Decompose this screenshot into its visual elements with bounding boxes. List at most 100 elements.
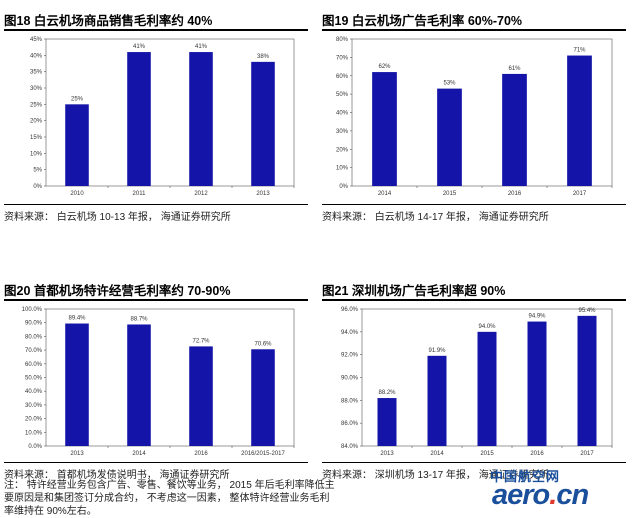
x-tick-label: 2016/2015-2017 <box>241 451 285 457</box>
bar <box>189 346 213 446</box>
title-rule <box>322 29 626 31</box>
y-tick-label: 20% <box>336 147 349 153</box>
y-tick-label: 50% <box>336 92 349 98</box>
data-label: 70.6% <box>254 341 272 347</box>
chart-source: 资料来源： 首都机场发债说明书， 海通证券研究所 <box>4 470 230 481</box>
chart-source: 资料来源： 深圳机场 13-17 年报， 海通证券研究所 <box>322 470 549 481</box>
bar <box>527 321 547 446</box>
y-tick-label: 30.0% <box>25 403 43 409</box>
data-label: 53% <box>443 81 456 87</box>
y-tick-label: 0% <box>33 184 42 190</box>
bar <box>65 104 89 186</box>
watermark-en-text: aero.cn <box>492 479 589 512</box>
y-tick-label: 60% <box>336 74 349 80</box>
data-label: 88.7% <box>130 316 148 322</box>
bar <box>127 324 151 446</box>
bar <box>577 315 597 446</box>
title-rule <box>4 29 308 31</box>
title-rule <box>322 299 626 301</box>
x-tick-label: 2014 <box>378 191 392 197</box>
y-tick-label: 80% <box>336 37 349 43</box>
bar-chart-fig21: 84.0% 86.0% 88.0% 90.0% 92.0% 94.0% 96.0% 88.2%… <box>341 307 613 457</box>
y-tick-label: 80.0% <box>25 334 43 340</box>
bottom-rule <box>4 204 308 205</box>
bar <box>372 72 397 186</box>
chart-title: 图21 深圳机场广告毛利率超 90% <box>322 284 506 298</box>
y-tick-label: 15% <box>30 135 43 141</box>
x-tick-label: 2012 <box>194 191 208 197</box>
panel-fig20: 图20 首都机场特许经营毛利率约 70-90% 0.0% 10.0% 20.0% 30… <box>4 280 335 517</box>
panel-fig19: 图19 白云机场广告毛利率 60%-70% 0% 10% 20% 30% 40% 50% 6… <box>322 10 626 230</box>
data-label: 61% <box>508 66 521 72</box>
x-tick-label: 2015 <box>443 191 457 197</box>
data-label: 72.7% <box>192 338 210 344</box>
bar <box>567 55 592 186</box>
panel-fig18: 图18 白云机场商品销售毛利率约 40% 0% 5% 10% 15% 20% 25% 30%… <box>4 10 308 230</box>
bottom-rule <box>4 462 308 463</box>
x-tick-label: 2013 <box>256 191 270 197</box>
chart-title: 图19 白云机场广告毛利率 60%-70% <box>322 14 523 28</box>
bar <box>477 331 497 446</box>
bottom-rule <box>322 462 626 463</box>
data-label: 38% <box>257 54 270 60</box>
bar <box>502 73 527 186</box>
chart-source: 资料来源： 白云机场 10-13 年报， 海通证券研究所 <box>4 212 231 223</box>
bar-chart-fig20: 0.0% 10.0% 20.0% 30.0% 40.0% 50.0% 60.0% 70.0% 8… <box>22 307 295 457</box>
x-tick-label: 2017 <box>573 191 587 197</box>
y-tick-label: 70% <box>336 55 349 61</box>
bar <box>189 52 213 186</box>
chart-note-line: 率维持在 90%左右。 <box>4 506 97 517</box>
x-tick-label: 2014 <box>430 451 444 457</box>
data-label: 91.9% <box>428 348 446 354</box>
y-tick-label: 94.0% <box>341 330 359 336</box>
y-tick-label: 70.0% <box>25 348 43 354</box>
bar <box>251 61 275 186</box>
data-label: 95.4% <box>578 308 596 314</box>
x-tick-label: 2011 <box>133 191 147 197</box>
bar <box>377 398 397 446</box>
y-tick-label: 20% <box>30 119 43 125</box>
y-tick-label: 25% <box>30 102 43 108</box>
y-tick-label: 90.0% <box>341 376 359 382</box>
chart-note-line: 注： 特许经营业务包含广告、零售、餐饮等业务， 2015 年后毛利率降低主 <box>4 480 335 491</box>
y-tick-label: 5% <box>33 168 42 174</box>
y-tick-label: 84.0% <box>341 444 359 450</box>
y-tick-label: 20.0% <box>25 417 43 423</box>
y-tick-label: 96.0% <box>341 307 359 313</box>
data-label: 71% <box>573 48 586 54</box>
y-tick-label: 50.0% <box>25 376 43 382</box>
y-tick-label: 10% <box>336 166 349 172</box>
watermark-en-tld: cn <box>556 479 589 511</box>
x-tick-label: 2013 <box>380 451 394 457</box>
chart-note-line: 要原因是和集团签订分成合约， 不考虑这一因素， 整体特许经营业务毛利 <box>4 493 330 504</box>
data-label: 41% <box>195 44 208 50</box>
bar-chart-fig19: 0% 10% 20% 30% 40% 50% 60% 70% 80% 62% 2014 53% 2015… <box>336 37 613 197</box>
bottom-rule <box>322 204 626 205</box>
y-tick-label: 0.0% <box>28 444 42 450</box>
x-tick-label: 2016 <box>530 451 544 457</box>
y-tick-label: 35% <box>30 70 43 76</box>
y-tick-label: 40% <box>30 53 43 59</box>
title-rule <box>4 299 308 301</box>
data-label: 88.2% <box>378 390 396 396</box>
watermark-en-dot: . <box>549 479 557 511</box>
bar-chart-fig18: 0% 5% 10% 15% 20% 25% 30% 35% 40% 45% 25% 2010 41% 20… <box>30 37 295 197</box>
bar <box>65 323 89 446</box>
data-label: 41% <box>133 44 146 50</box>
chart-title: 图18 白云机场商品销售毛利率约 40% <box>4 14 213 28</box>
x-tick-label: 2016 <box>194 451 208 457</box>
data-label: 62% <box>378 64 391 70</box>
x-tick-label: 2014 <box>132 451 146 457</box>
x-tick-label: 2015 <box>480 451 494 457</box>
x-tick-label: 2016 <box>508 191 522 197</box>
y-tick-label: 100.0% <box>22 307 43 313</box>
chart-source: 资料来源： 白云机场 14-17 年报， 海通证券研究所 <box>322 212 549 223</box>
watermark-en-main: aero <box>492 479 550 511</box>
watermark-cn-text: 中国航空网 <box>490 469 561 484</box>
bar <box>251 349 275 446</box>
y-tick-label: 88.0% <box>341 398 359 404</box>
y-tick-label: 92.0% <box>341 353 359 359</box>
y-tick-label: 10% <box>30 151 43 157</box>
y-tick-label: 40% <box>336 111 349 117</box>
data-label: 94.9% <box>528 314 546 320</box>
